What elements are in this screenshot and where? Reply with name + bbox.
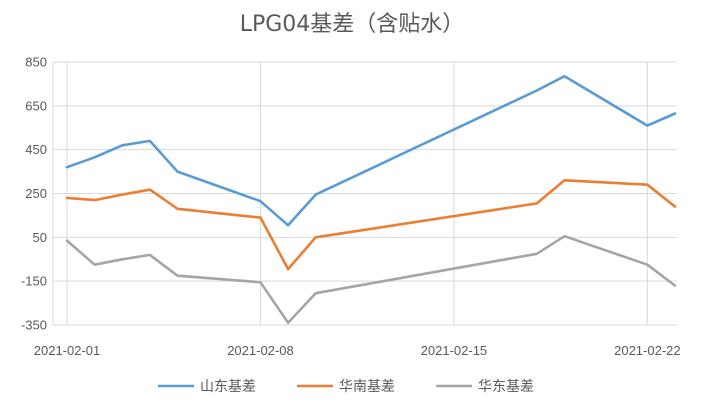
series-line-2 — [65, 179, 677, 271]
y-tick-label: 850 — [25, 55, 47, 70]
y-tick-label: -350 — [21, 318, 47, 333]
y-tick-label: 50 — [33, 230, 47, 245]
legend: 山东基差 华南基差 华东基差 — [158, 378, 534, 395]
y-axis-ticks: 850 650 450 250 50 -150 -350 — [21, 55, 47, 333]
x-tick-label: 2021-02-01 — [34, 343, 101, 358]
y-tick-label: 250 — [25, 186, 47, 201]
chart-title: LPG04基差（含贴水） — [239, 12, 465, 37]
legend-label-3: 华东基差 — [478, 378, 534, 395]
x-tick-label: 2021-02-15 — [421, 343, 488, 358]
legend-label-2: 华南基差 — [339, 378, 395, 395]
legend-label-1: 山东基差 — [200, 378, 256, 395]
series-line-1 — [65, 74, 677, 227]
x-axis-ticks: 2021-02-01 2021-02-08 2021-02-15 2021-02-22 — [34, 343, 681, 358]
series-line-3 — [65, 234, 677, 325]
y-tick-label: 450 — [25, 142, 47, 157]
y-tick-label: -150 — [21, 274, 47, 289]
series-lines — [65, 74, 677, 325]
x-tick-label: 2021-02-22 — [614, 343, 681, 358]
y-tick-label: 650 — [25, 98, 47, 113]
x-tick-label: 2021-02-08 — [227, 343, 294, 358]
